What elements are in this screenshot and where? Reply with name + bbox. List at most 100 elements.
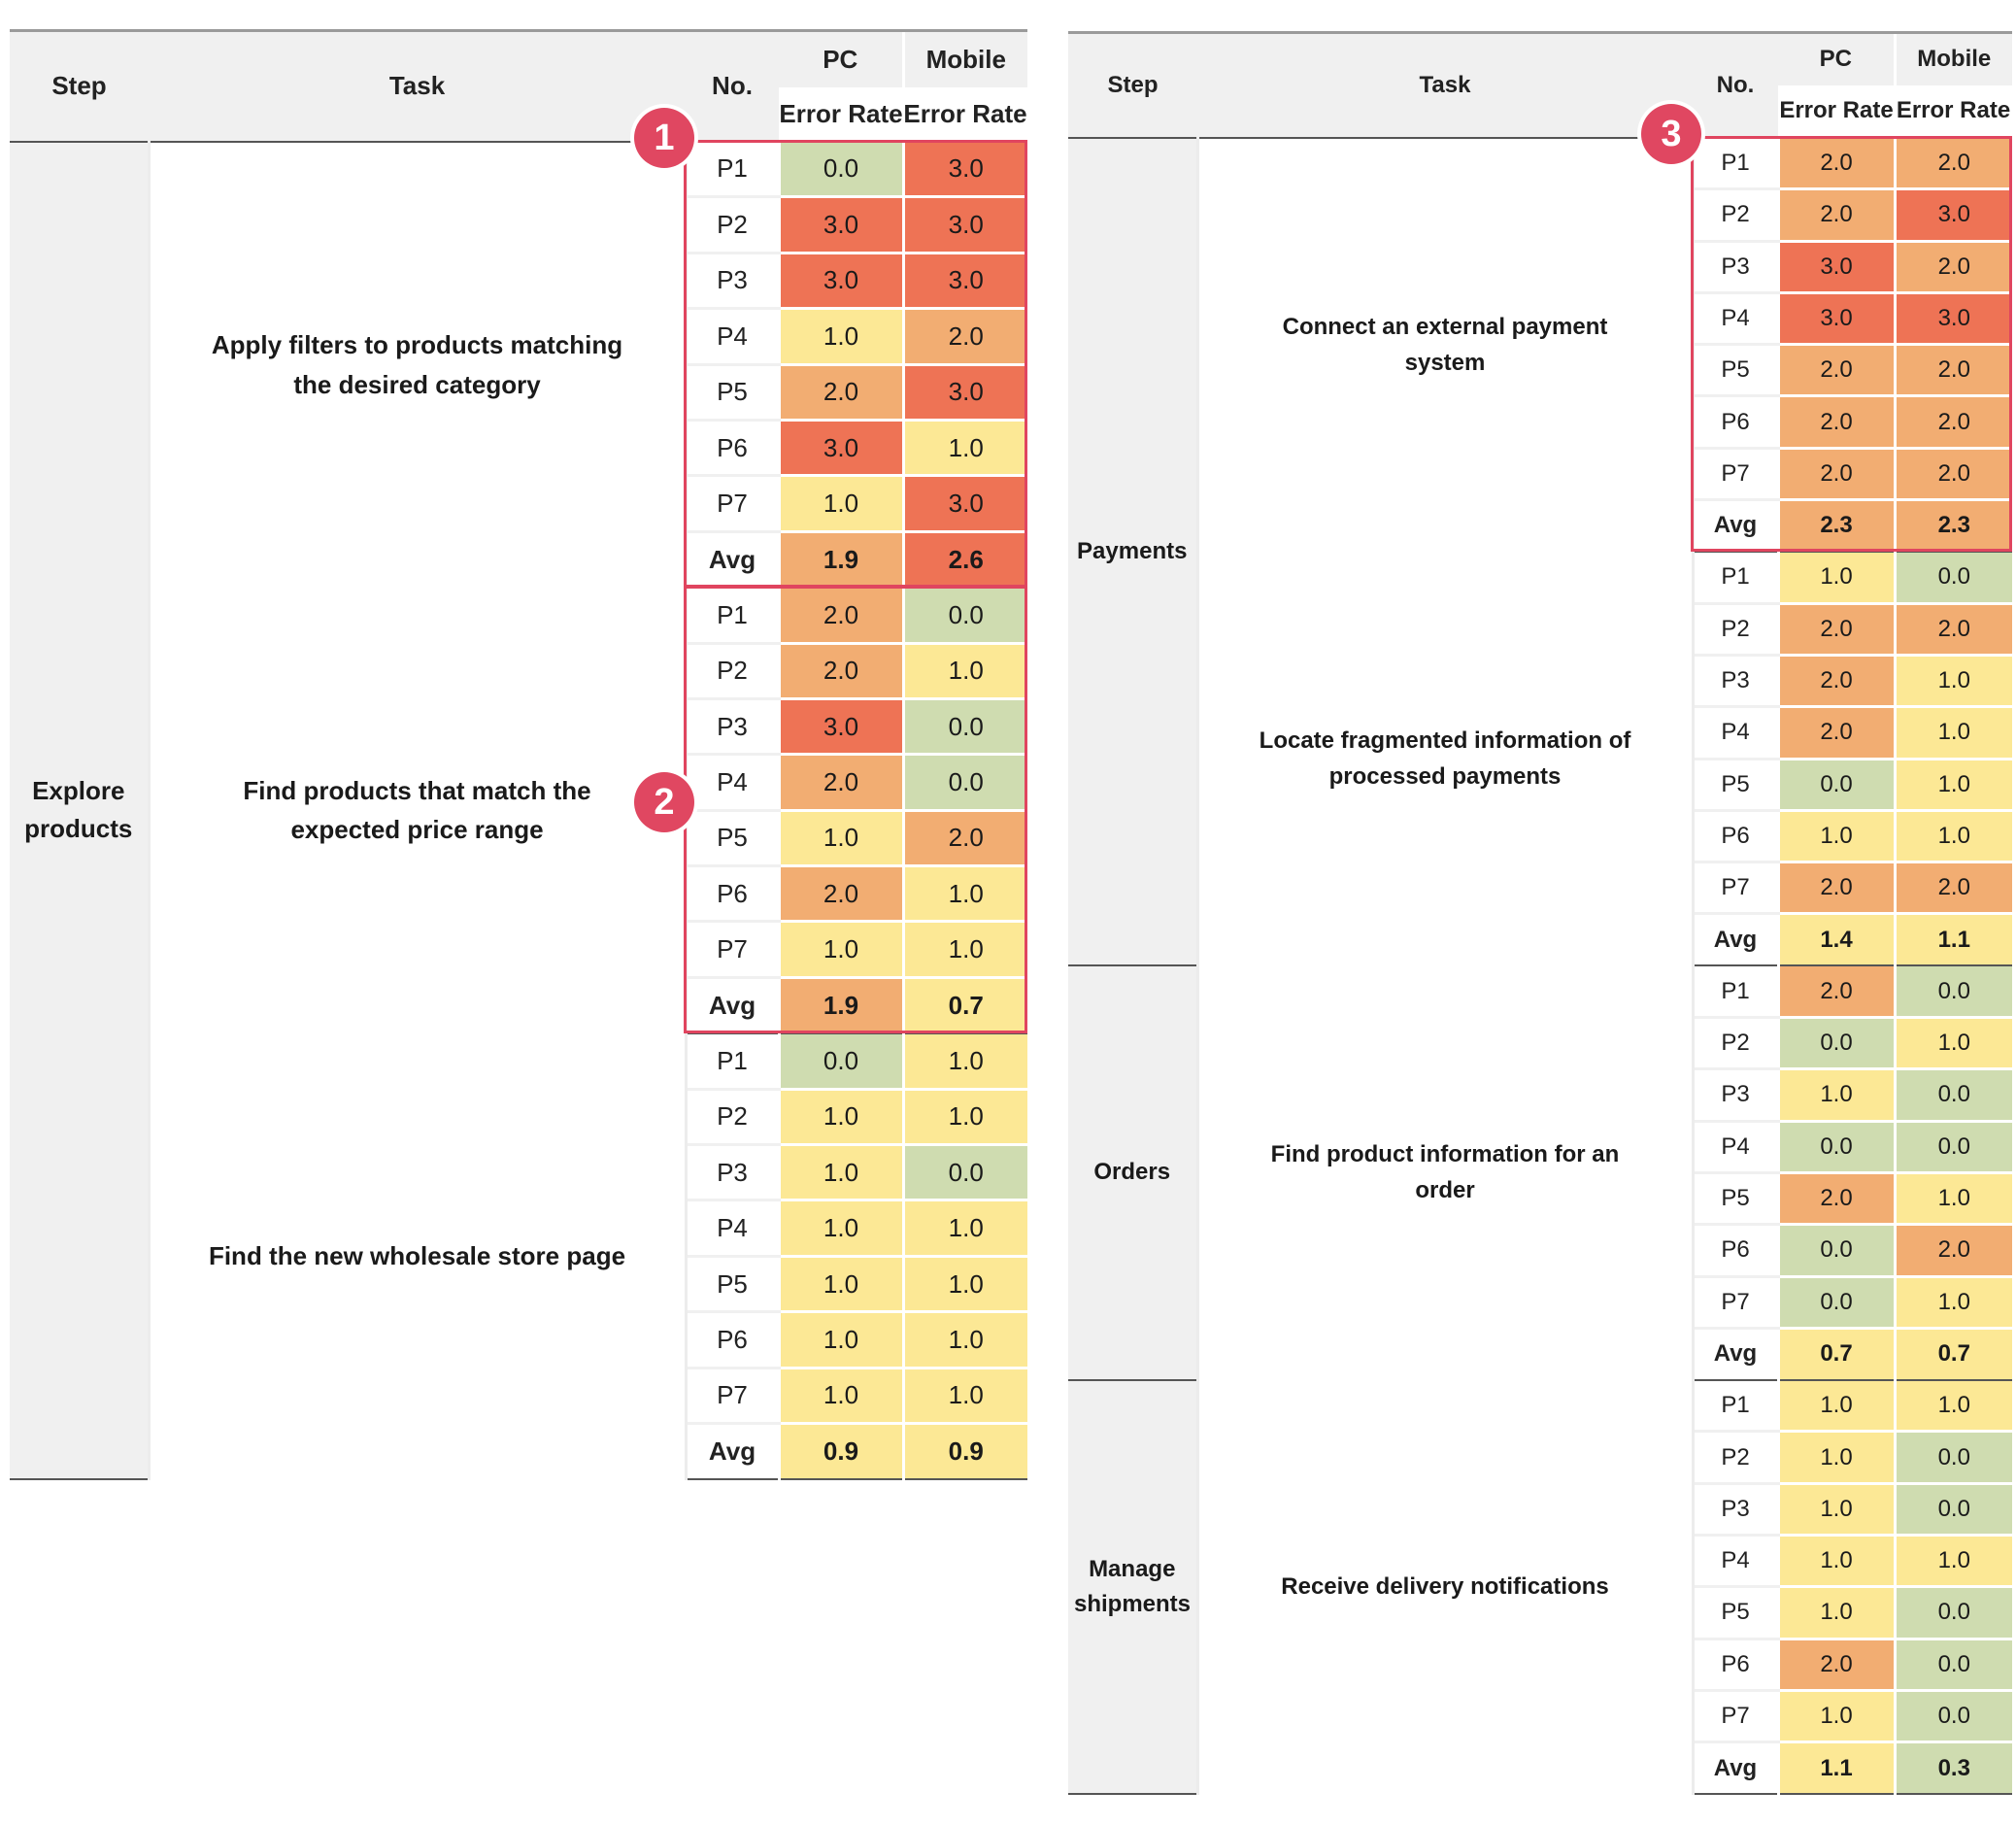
task-label: Locate fragmented information of process… xyxy=(1195,551,1695,966)
mobile-error-rate-cell: 2.6 xyxy=(901,531,1027,589)
mobile-error-rate-cell: 3.0 xyxy=(901,141,1027,199)
mobile-error-rate-cell: 1.0 xyxy=(901,921,1027,979)
participant-label: P1 xyxy=(1693,1379,1778,1434)
table-row: Avg 1.9 2.6 xyxy=(10,531,1027,589)
task-header: Task xyxy=(149,29,686,143)
pc-error-rate-cell: 2.0 xyxy=(1776,1639,1895,1692)
participant-label: P2 xyxy=(686,643,779,700)
mobile-error-rate-cell: 3.0 xyxy=(901,253,1027,311)
table-row: P2 2.0 3.0 xyxy=(1068,188,2012,243)
participant-label: P5 xyxy=(1693,759,1778,812)
pc-error-rate-cell: 1.0 xyxy=(1776,1431,1895,1485)
mobile-error-rate-cell: 1.0 xyxy=(901,1311,1027,1369)
table-row: P6 1.0 1.0 xyxy=(10,1311,1027,1369)
average-label: Avg xyxy=(1693,1741,1778,1796)
pc-error-rate-cell: 1.0 xyxy=(777,475,903,533)
pc-error-rate-cell: 1.9 xyxy=(777,977,903,1034)
mobile-error-rate-cell: 3.0 xyxy=(901,364,1027,422)
participant-label: P7 xyxy=(1693,1276,1778,1330)
pc-error-rate-cell: 3.0 xyxy=(777,196,903,254)
pc-header: PC xyxy=(1778,31,1895,85)
pc-error-rate-cell: 2.0 xyxy=(1776,188,1895,243)
average-label: Avg xyxy=(1693,913,1778,967)
participant-label: P6 xyxy=(686,865,779,924)
mobile-error-rate-cell: 1.0 xyxy=(901,865,1027,924)
table-row: Find the new wholesale store page P1 0.0 1.… xyxy=(10,1032,1027,1479)
pc-error-rate-cell: 2.0 xyxy=(1776,965,1895,1020)
pc-error-rate-cell: 1.0 xyxy=(777,1368,903,1425)
callout-badge: 1 xyxy=(634,107,694,168)
pc-error-rate-cell: 0.0 xyxy=(777,141,903,199)
participant-label: P6 xyxy=(686,1311,779,1369)
pc-error-rate-cell: 2.0 xyxy=(1776,395,1895,450)
participant-label: P5 xyxy=(1693,1172,1778,1227)
pc-error-rate-cell: 1.0 xyxy=(777,921,903,979)
participant-label: P2 xyxy=(1693,1017,1778,1071)
participant-label: P2 xyxy=(686,1089,779,1147)
mobile-error-rate-cell: 0.0 xyxy=(901,587,1027,645)
table-row: P4 1.0 1.0 xyxy=(1068,1535,2012,1589)
pc-error-rate-cell: 2.0 xyxy=(1776,706,1895,760)
table-row: P5 1.0 1.0 xyxy=(10,1256,1027,1314)
participant-label: P6 xyxy=(1693,1224,1778,1278)
participant-label: P7 xyxy=(1693,1690,1778,1744)
mobile-error-rate-cell: 2.0 xyxy=(901,308,1027,366)
pc-error-rate-cell: 1.0 xyxy=(1776,1483,1895,1538)
pc-error-rate-cell: 3.0 xyxy=(777,253,903,311)
table-row: Payments Connect an external payment syst… xyxy=(1068,137,2012,967)
table-row: P5 1.0 0.0 xyxy=(1068,1586,2012,1640)
table-row: P2 0.0 1.0 xyxy=(1068,1017,2012,1071)
table-row: P6 2.0 2.0 xyxy=(1068,395,2012,450)
mobile-error-rate-cell: 0.0 xyxy=(901,1144,1027,1202)
task-label: Connect an external payment system xyxy=(1195,137,1695,552)
table-row: Avg 2.3 2.3 xyxy=(1068,499,2012,553)
participant-label: P1 xyxy=(686,141,779,199)
participant-label: P5 xyxy=(686,1256,779,1314)
no-header: No. xyxy=(1693,31,1778,139)
participant-label: P4 xyxy=(1693,292,1778,347)
table-row: P2 2.0 2.0 xyxy=(1068,603,2012,657)
no-header: No. xyxy=(686,29,779,143)
step-label: Manage shipments xyxy=(1068,1379,1197,1796)
pc-error-rate-cell: 3.0 xyxy=(777,420,903,478)
pc-error-rate-cell: 2.0 xyxy=(777,865,903,924)
pc-error-rate-cell: 2.0 xyxy=(1776,137,1895,191)
task-header: Task xyxy=(1197,31,1693,139)
pc-error-rate-cell: 2.0 xyxy=(1776,862,1895,916)
table-row: P7 2.0 2.0 xyxy=(1068,862,2012,916)
participant-label: P7 xyxy=(686,921,779,979)
participant-label: P1 xyxy=(1693,551,1778,605)
pc-error-rate-cell: 2.0 xyxy=(1776,655,1895,709)
table-row: Explore products Apply filters to product… xyxy=(10,141,1027,1480)
pc-error-rate-cell: 2.0 xyxy=(777,643,903,700)
mobile-error-rate-cell: 2.0 xyxy=(1893,395,2012,450)
mobile-error-rate-cell: 1.0 xyxy=(1893,1535,2012,1589)
table-row: P5 0.0 1.0 xyxy=(1068,759,2012,812)
table-row: P3 1.0 0.0 xyxy=(1068,1068,2012,1123)
step-header: Step xyxy=(1068,31,1197,139)
table-row: P6 2.0 1.0 xyxy=(10,865,1027,924)
left-error-rate-table: Step Task No. PC Mobile Error Rate Error… xyxy=(10,29,1027,1480)
mobile-error-rate-cell: 1.0 xyxy=(901,1032,1027,1091)
mobile-error-rate-cell: 1.0 xyxy=(1893,1379,2012,1434)
table-row: Avg 0.7 0.7 xyxy=(1068,1328,2012,1381)
table-row: P2 3.0 3.0 xyxy=(10,196,1027,254)
mobile-error-rate-header: Error Rate xyxy=(903,86,1027,143)
table-row: P3 1.0 0.0 xyxy=(1068,1483,2012,1538)
pc-error-rate-cell: 2.0 xyxy=(777,754,903,812)
pc-error-rate-cell: 0.0 xyxy=(777,1032,903,1091)
mobile-error-rate-cell: 0.0 xyxy=(1893,1483,2012,1538)
pc-error-rate-cell: 0.0 xyxy=(1776,1276,1895,1330)
participant-label: P4 xyxy=(1693,706,1778,760)
mobile-error-rate-cell: 0.0 xyxy=(1893,1586,2012,1640)
mobile-error-rate-cell: 1.0 xyxy=(901,643,1027,700)
pc-error-rate-cell: 0.9 xyxy=(777,1423,903,1480)
average-label: Avg xyxy=(686,1423,779,1480)
table-row: P7 1.0 0.0 xyxy=(1068,1690,2012,1744)
participant-label: P7 xyxy=(1693,862,1778,916)
participant-label: P6 xyxy=(686,420,779,478)
table-row: P5 2.0 1.0 xyxy=(1068,1172,2012,1227)
participant-label: P4 xyxy=(686,308,779,366)
pc-error-rate-cell: 3.0 xyxy=(1776,292,1895,347)
callout-badge: 3 xyxy=(1641,103,1701,164)
